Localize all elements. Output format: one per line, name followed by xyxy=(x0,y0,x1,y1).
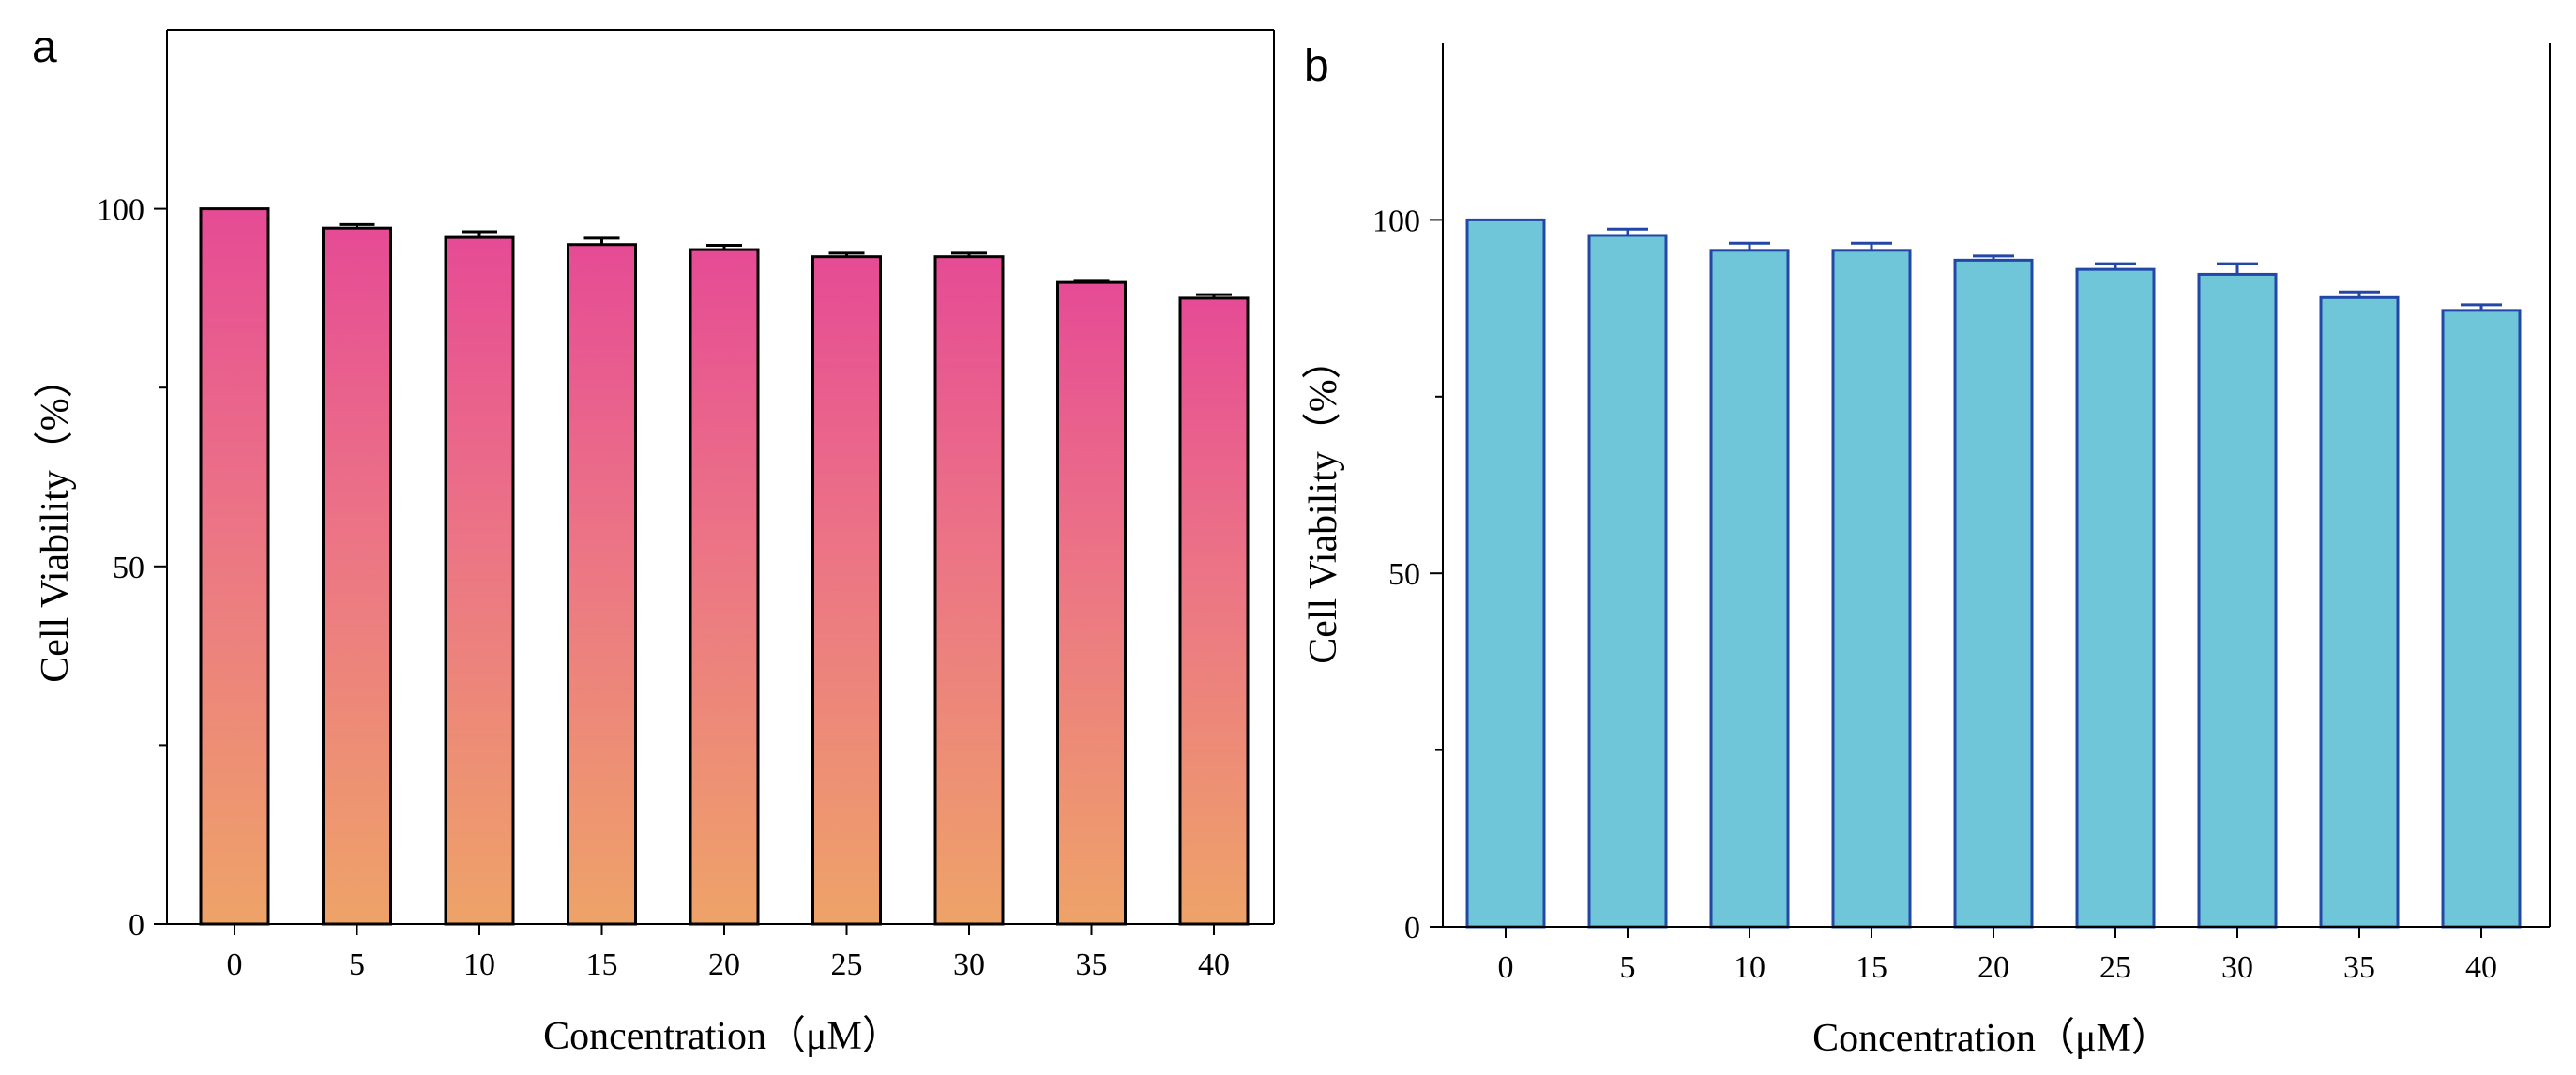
x-tick-label-b-20: 20 xyxy=(1977,950,2009,985)
y-axis-title-b: Cell Viability（%） xyxy=(1302,340,1345,664)
x-tick-label-a-10: 10 xyxy=(463,947,495,982)
y-tick-label-a-0: 0 xyxy=(129,908,144,943)
bar-a-15 xyxy=(567,243,637,926)
bar-a-0 xyxy=(199,207,270,926)
bar-b-5 xyxy=(1587,234,1668,929)
x-tick-label-a-5: 5 xyxy=(349,947,365,982)
y-tick-label-a-100: 100 xyxy=(97,193,144,228)
y-tick-labels-a: 0 50 100 xyxy=(97,193,167,943)
y-tick-label-b-100: 100 xyxy=(1372,204,1420,238)
y-tick-label-a-50: 50 xyxy=(113,551,144,585)
y-tick-label-b-50: 50 xyxy=(1388,557,1420,592)
x-tick-label-a-0: 0 xyxy=(227,947,243,982)
bar-b-30 xyxy=(2197,272,2278,929)
bar-b-0 xyxy=(1465,218,1546,929)
error-bars-b xyxy=(1607,227,2502,310)
chart-panel-b: b 0 50 100 0 5 10 15 20 25 30 35 40 Concentration（… xyxy=(1302,41,2551,1060)
bar-b-40 xyxy=(2441,309,2522,929)
x-tick-labels-a: 0 5 10 15 20 25 30 35 40 xyxy=(227,924,1230,982)
bar-a-40 xyxy=(1178,296,1250,926)
x-tick-label-b-5: 5 xyxy=(1620,950,1636,985)
bar-a-25 xyxy=(811,255,882,926)
x-tick-label-b-40: 40 xyxy=(2465,950,2497,985)
x-tick-label-b-30: 30 xyxy=(2221,950,2253,985)
x-tick-label-a-20: 20 xyxy=(708,947,740,982)
bar-a-30 xyxy=(933,255,1005,926)
bar-a-10 xyxy=(444,235,515,926)
panel-label-a: a xyxy=(32,23,57,72)
x-axis-title-b: Concentration（μM） xyxy=(1812,1017,2171,1060)
bar-a-35 xyxy=(1056,280,1127,926)
x-tick-label-a-35: 35 xyxy=(1076,947,1108,982)
x-tick-labels-b: 0 5 10 15 20 25 30 35 40 xyxy=(1498,927,2497,985)
y-tick-label-b-0: 0 xyxy=(1404,911,1420,946)
x-tick-label-a-15: 15 xyxy=(586,947,618,982)
y-tick-labels-b: 0 50 100 xyxy=(1372,204,1443,946)
bar-b-25 xyxy=(2075,267,2156,929)
x-tick-label-a-40: 40 xyxy=(1198,947,1230,982)
bar-b-20 xyxy=(1953,258,2034,929)
bar-series-a xyxy=(199,207,1250,926)
x-tick-label-a-30: 30 xyxy=(953,947,985,982)
x-tick-label-b-0: 0 xyxy=(1498,950,1514,985)
bar-b-10 xyxy=(1709,249,1790,929)
error-bars-a xyxy=(339,222,1232,298)
axes-a xyxy=(166,29,1275,925)
x-tick-label-b-10: 10 xyxy=(1734,950,1765,985)
bar-a-5 xyxy=(322,226,392,926)
y-axis-title-a: Cell Viability（%） xyxy=(34,358,77,683)
x-axis-title-a: Concentration（μM） xyxy=(543,1015,902,1058)
bar-b-15 xyxy=(1831,249,1912,929)
panel-label-b: b xyxy=(1304,41,1329,91)
bar-series-b xyxy=(1465,218,2522,929)
x-tick-label-b-15: 15 xyxy=(1856,950,1887,985)
chart-panel-a: a 0 50 100 0 5 10 15 20 25 30 35 40 Concentration（… xyxy=(32,23,1275,1058)
x-tick-label-b-25: 25 xyxy=(2099,950,2131,985)
bar-a-20 xyxy=(689,248,760,926)
x-tick-label-a-25: 25 xyxy=(831,947,863,982)
bar-b-35 xyxy=(2319,295,2400,929)
x-tick-label-b-35: 35 xyxy=(2343,950,2375,985)
